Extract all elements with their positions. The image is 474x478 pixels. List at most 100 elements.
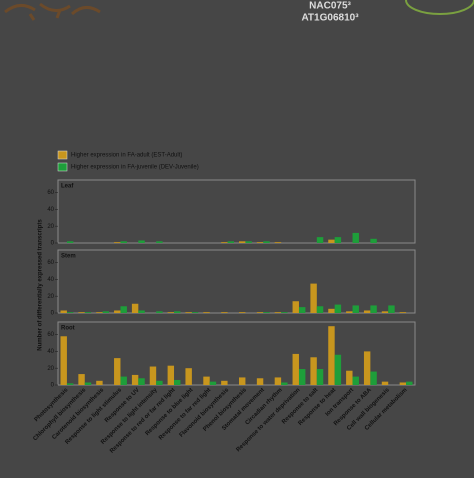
bar <box>399 312 407 313</box>
bar <box>316 369 324 385</box>
bar <box>381 311 389 313</box>
bar <box>138 240 145 243</box>
bar <box>209 381 217 385</box>
panel-title: Stem <box>61 254 76 260</box>
y-tick-label: 60 <box>47 260 54 266</box>
bar <box>406 381 413 385</box>
bar <box>334 304 342 313</box>
y-tick-label: 0 <box>51 383 55 389</box>
bar <box>346 311 353 313</box>
bar <box>238 241 246 243</box>
panel <box>57 321 416 386</box>
bar <box>352 376 359 385</box>
y-tick-label: 0 <box>51 241 55 247</box>
legend-swatch <box>57 162 68 172</box>
bar <box>174 311 181 313</box>
y-tick-label: 20 <box>47 224 54 230</box>
bar <box>120 241 127 243</box>
bar <box>263 312 270 313</box>
header: NAC075³ <box>309 1 351 12</box>
bar <box>334 237 342 243</box>
bar <box>263 241 270 243</box>
bar <box>256 242 264 243</box>
bar <box>363 351 371 385</box>
bar <box>381 381 389 385</box>
y-tick-label: 60 <box>47 190 54 196</box>
bar <box>274 242 282 243</box>
bar <box>274 312 282 313</box>
bar <box>114 358 121 385</box>
bar <box>238 312 246 313</box>
bar <box>363 310 371 313</box>
bar <box>114 310 121 313</box>
bar <box>298 369 306 385</box>
bar <box>78 374 85 385</box>
bar <box>328 326 335 385</box>
bar <box>66 312 74 313</box>
y-tick-label: 20 <box>47 294 54 300</box>
bar <box>60 336 67 385</box>
panel <box>57 179 416 244</box>
bar <box>138 310 145 313</box>
bar <box>352 232 359 243</box>
panel-title: Leaf <box>61 184 74 190</box>
bar <box>310 357 317 385</box>
panel <box>57 249 416 314</box>
bar <box>191 312 199 313</box>
bar <box>316 306 324 313</box>
bar <box>167 365 175 385</box>
bar <box>370 371 377 385</box>
bar <box>96 312 103 313</box>
y-tick-label: 20 <box>47 366 54 372</box>
bar <box>60 310 67 313</box>
bar <box>227 241 235 243</box>
bar <box>138 378 145 385</box>
bar <box>174 379 181 385</box>
bar <box>292 353 299 385</box>
bar <box>156 380 163 385</box>
bar <box>167 312 175 313</box>
legend-label: Higher expression in FA-juvenile (DEV-Ju… <box>71 165 199 171</box>
bar <box>281 312 288 313</box>
bar <box>120 306 127 313</box>
bar <box>316 237 324 243</box>
bar <box>310 283 317 313</box>
bar <box>203 376 210 385</box>
bar <box>185 312 192 313</box>
bar <box>84 382 92 385</box>
bar <box>238 377 246 385</box>
leaf-image <box>405 0 474 15</box>
bar <box>221 312 228 313</box>
bar <box>370 305 377 313</box>
header: AT1G06810³ <box>301 13 359 24</box>
y-tick-label: 60 <box>47 332 54 338</box>
bar <box>221 380 228 385</box>
bar <box>131 303 139 313</box>
bar <box>156 311 163 313</box>
bar <box>256 378 264 385</box>
bar <box>221 242 228 243</box>
bar <box>185 368 192 385</box>
bar <box>274 377 282 385</box>
bar <box>370 238 377 243</box>
y-tick-label: 40 <box>47 207 54 213</box>
bar <box>334 354 342 385</box>
legend-swatch <box>57 150 68 160</box>
bar <box>281 382 288 385</box>
bar <box>256 312 264 313</box>
bar <box>346 370 353 385</box>
bar <box>149 366 157 385</box>
root-image <box>4 2 101 21</box>
bar <box>131 374 139 385</box>
bar <box>96 380 103 385</box>
bar <box>388 305 395 313</box>
bar <box>84 312 92 313</box>
y-tick-label: 0 <box>51 311 55 317</box>
bar <box>399 382 407 385</box>
bar <box>66 383 74 385</box>
legend-label: Higher expression in FA-adult (EST-Adult… <box>71 153 182 159</box>
bar <box>66 241 74 243</box>
bar <box>114 242 121 243</box>
bar <box>78 312 85 313</box>
